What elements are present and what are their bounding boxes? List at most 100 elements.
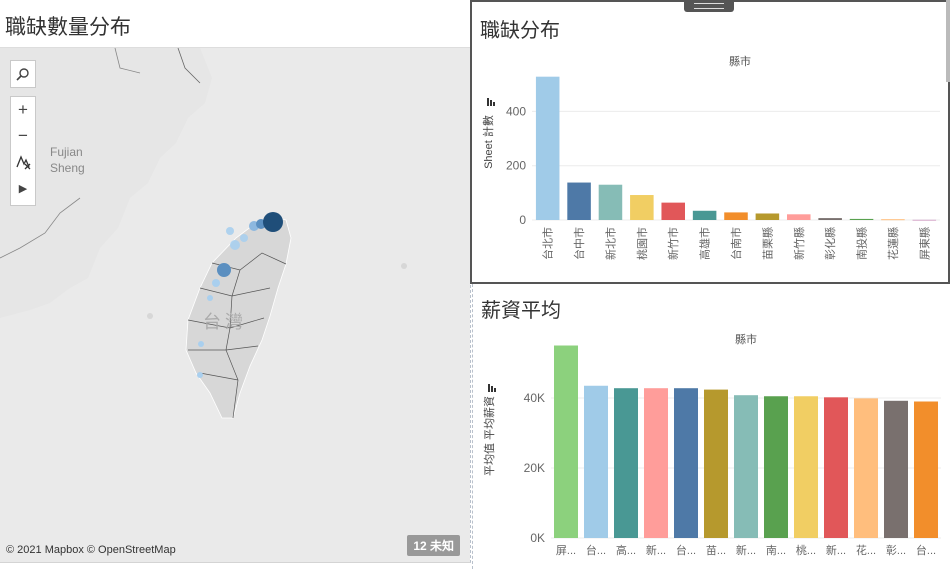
x-tick-label: 新... bbox=[646, 543, 666, 557]
y-tick-label: 400 bbox=[506, 104, 526, 118]
bar-5[interactable] bbox=[692, 210, 717, 220]
chart-header: 縣市 bbox=[729, 54, 751, 68]
bar-6[interactable] bbox=[724, 212, 748, 220]
bar-4[interactable] bbox=[661, 202, 685, 220]
x-tick-label: 屏東縣 bbox=[918, 227, 931, 260]
sort-icon[interactable] bbox=[488, 384, 496, 392]
bar-3[interactable] bbox=[630, 195, 654, 220]
x-tick-label: 高... bbox=[616, 543, 636, 557]
x-tick-label: 南投縣 bbox=[855, 227, 869, 260]
x-tick-label: 桃園市 bbox=[635, 227, 649, 260]
map-panel: 職缺數量分布 Fujian Sheng 台灣 bbox=[0, 0, 471, 563]
map-svg: Fujian Sheng 台灣 bbox=[0, 48, 407, 419]
x-tick-label: 南... bbox=[766, 544, 786, 557]
map-dot-light[interactable] bbox=[197, 372, 203, 378]
map-dot-taichung[interactable] bbox=[217, 263, 231, 277]
bar-1[interactable] bbox=[584, 385, 608, 538]
fujian-label-line2: Sheng bbox=[50, 161, 85, 175]
map-dot-light[interactable] bbox=[212, 279, 220, 287]
sort-icon[interactable] bbox=[487, 98, 495, 106]
x-tick-label: 苗... bbox=[706, 544, 726, 557]
bar-7[interactable] bbox=[764, 396, 788, 538]
x-tick-label: 高雄市 bbox=[698, 227, 712, 260]
map-credit[interactable]: © 2021 Mapbox © OpenStreetMap bbox=[6, 544, 176, 556]
x-tick-label: 台... bbox=[916, 543, 936, 557]
zoom-in-button[interactable]: + bbox=[18, 100, 28, 119]
y-tick-label: 40K bbox=[524, 391, 545, 405]
x-tick-label: 花蓮縣 bbox=[886, 227, 900, 260]
bar-9[interactable] bbox=[818, 218, 842, 220]
map-search-tool[interactable] bbox=[10, 60, 36, 88]
y-axis-label: Sheet 計數 bbox=[481, 115, 495, 169]
bar-8[interactable] bbox=[794, 396, 818, 538]
taiwan-label: 台灣 bbox=[203, 312, 247, 332]
bar-9[interactable] bbox=[824, 397, 848, 538]
bar1-panel: 職缺分布 縣市 400 200 0 Sheet 計數 台北市 台中市 新北市 桃園市 新竹市 高雄市… bbox=[470, 0, 950, 284]
y-axis-label: 平均值 平均薪資 bbox=[483, 396, 496, 476]
map-dot-light[interactable] bbox=[240, 234, 248, 242]
bar-12[interactable] bbox=[912, 219, 937, 221]
x-tick-label: 彰化縣 bbox=[823, 227, 837, 260]
zoom-out-button[interactable]: − bbox=[18, 126, 28, 145]
bar-11[interactable] bbox=[884, 400, 908, 538]
taiwan-county-lines bbox=[187, 252, 287, 419]
taiwan-island bbox=[185, 215, 292, 419]
bar-10[interactable] bbox=[854, 398, 878, 538]
y-tick-label: 0 bbox=[519, 213, 526, 227]
bar-0[interactable] bbox=[554, 345, 578, 539]
play-icon[interactable]: ▶ bbox=[18, 182, 28, 195]
scrollbar[interactable] bbox=[946, 0, 950, 82]
pan-select-icon[interactable] bbox=[11, 149, 35, 175]
x-tick-label: 彰... bbox=[886, 543, 906, 557]
bar2-title: 薪資平均 bbox=[481, 298, 561, 322]
unknown-badge[interactable]: 12 未知 bbox=[407, 535, 460, 556]
bar-11[interactable] bbox=[881, 219, 905, 221]
x-tick-label: 新... bbox=[736, 543, 756, 557]
x-tick-label: 台中市 bbox=[572, 227, 586, 260]
y-tick-label: 0K bbox=[530, 531, 545, 545]
bar-12[interactable] bbox=[914, 401, 938, 539]
map-dot-light[interactable] bbox=[198, 341, 204, 347]
bar-1[interactable] bbox=[567, 182, 591, 220]
chart-header: 縣市 bbox=[735, 332, 757, 346]
search-icon[interactable] bbox=[11, 61, 35, 87]
x-tick-label: 苗栗縣 bbox=[761, 227, 774, 260]
bar-5[interactable] bbox=[704, 389, 728, 538]
bar-2[interactable] bbox=[614, 388, 638, 538]
fujian-boundary bbox=[177, 48, 201, 84]
bar1-title: 職缺分布 bbox=[480, 18, 560, 42]
map-zoom-tools: + − ▶ bbox=[10, 96, 36, 206]
small-island bbox=[401, 263, 407, 269]
province-boundary bbox=[0, 48, 141, 259]
map-dot-light[interactable] bbox=[230, 240, 240, 250]
bar-10[interactable] bbox=[849, 218, 874, 220]
mainland-land bbox=[0, 48, 212, 318]
penghu-islands bbox=[147, 313, 153, 319]
x-tick-label: 桃... bbox=[796, 543, 816, 557]
x-tick-label: 台北市 bbox=[541, 227, 555, 260]
x-tick-label: 屏... bbox=[556, 544, 576, 557]
drag-handle[interactable] bbox=[684, 0, 734, 12]
x-tick-label: 新北市 bbox=[603, 227, 617, 260]
bar-8[interactable] bbox=[787, 214, 811, 220]
bar-4[interactable] bbox=[674, 388, 698, 538]
y-tick-label: 20K bbox=[524, 461, 545, 475]
bar-2[interactable] bbox=[598, 184, 623, 220]
map-dot-light[interactable] bbox=[226, 227, 234, 235]
map-dot-taipei[interactable] bbox=[263, 212, 283, 232]
bar-7[interactable] bbox=[755, 213, 780, 220]
x-tick-label: 台南市 bbox=[729, 227, 743, 260]
x-tick-label: 新竹市 bbox=[666, 227, 680, 260]
bar-3[interactable] bbox=[644, 388, 668, 538]
fujian-label-line1: Fujian bbox=[50, 145, 83, 159]
x-tick-label: 花... bbox=[856, 544, 876, 557]
map-canvas[interactable]: Fujian Sheng 台灣 + − bbox=[0, 47, 470, 562]
bar-6[interactable] bbox=[734, 395, 758, 538]
map-panel-title: 職缺數量分布 bbox=[5, 15, 131, 39]
bar-0[interactable] bbox=[535, 76, 560, 220]
bar2-panel: 薪資平均 縣市 40K 20K 0K 平均值 平均薪資 屏... 台... 高... 新... 台… bbox=[472, 284, 950, 569]
map-dot-light[interactable] bbox=[207, 295, 213, 301]
x-tick-label: 新竹縣 bbox=[792, 227, 806, 260]
